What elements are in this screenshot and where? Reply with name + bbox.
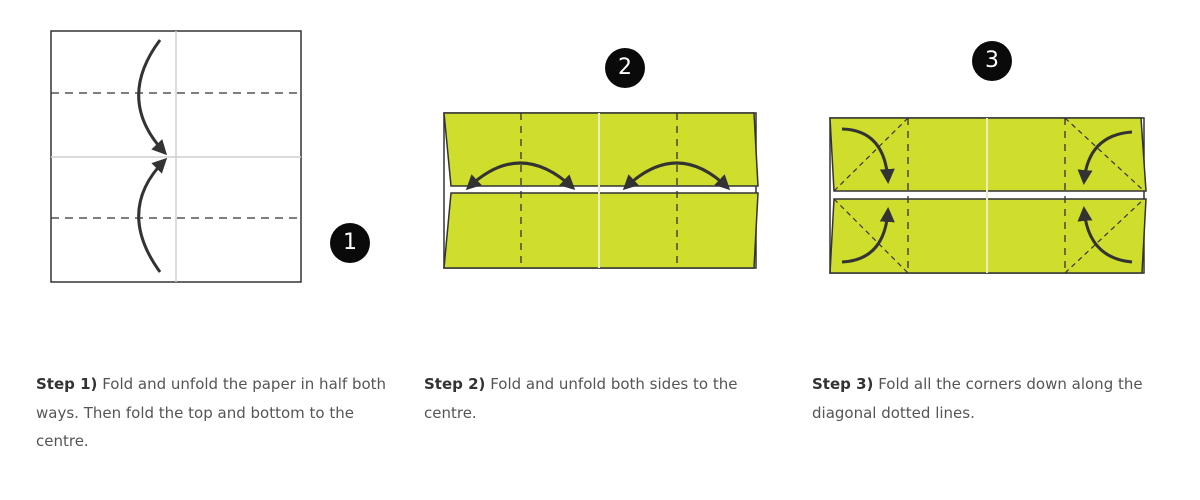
step-2-badge: 2 (605, 48, 645, 88)
arrow-top-left (841, 127, 895, 184)
step-1-diagram (50, 30, 302, 283)
bottom-flap (443, 192, 759, 269)
step-2-diagram (443, 112, 759, 269)
diagonal-bottom-right (1064, 198, 1145, 274)
step-2-caption: Step 2) Fold and unfold both sides to th… (424, 370, 764, 427)
step-3-text: Fold all the corners down along the diag… (812, 375, 1143, 422)
step-3-badge: 3 (972, 41, 1012, 81)
step-1-label: Step 1) (36, 375, 98, 393)
right-arrow (622, 161, 731, 191)
top-flap (443, 112, 759, 187)
left-arrow (465, 161, 576, 191)
step-3-diagram (829, 117, 1147, 274)
step-2-label: Step 2) (424, 375, 486, 393)
step-3-caption: Step 3) Fold all the corners down along … (812, 370, 1162, 427)
up-arrow (137, 157, 168, 273)
arrow-bottom-right (1077, 206, 1133, 264)
step-2-text: Fold and unfold both sides to the centre… (424, 375, 738, 422)
step-3-label: Step 3) (812, 375, 874, 393)
step-1-badge: 1 (330, 223, 370, 263)
step-1-text: Fold and unfold the paper in half both w… (36, 375, 387, 450)
arrow-bottom-left (841, 207, 895, 264)
step-1-caption: Step 1) Fold and unfold the paper in hal… (36, 370, 396, 456)
down-arrow (137, 39, 168, 156)
arrow-top-right (1077, 130, 1133, 185)
